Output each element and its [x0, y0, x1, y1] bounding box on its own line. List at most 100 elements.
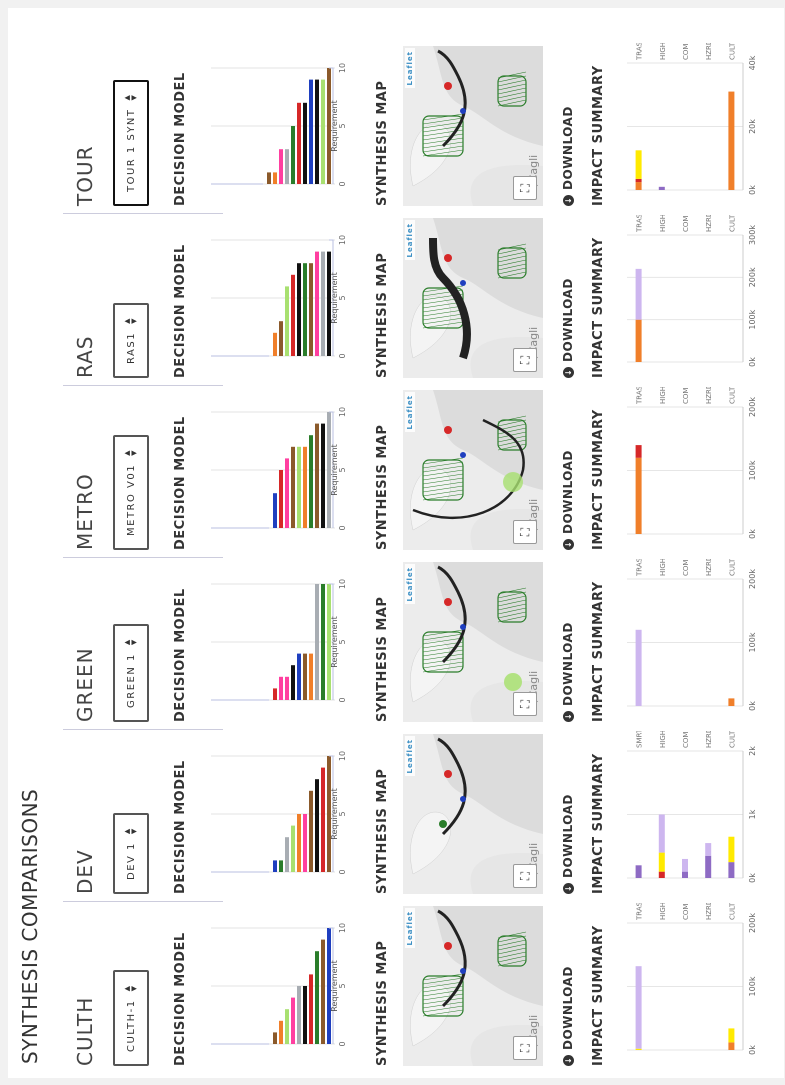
decision-bar [315, 779, 319, 872]
hatch-line [497, 427, 527, 435]
requirement-label: Requirement [330, 100, 339, 151]
green-zone [497, 931, 527, 967]
green-zone-outline [497, 935, 527, 967]
fullscreen-button[interactable]: ⛶ [513, 520, 537, 544]
hatch-line [497, 259, 527, 267]
synthesis-map-title: SYNTHESIS MAP [375, 940, 390, 1066]
scenario-selector[interactable]: CULTH-1 ▲ ▼ [113, 970, 149, 1066]
synthesis-map-title: SYNTHESIS MAP [375, 768, 390, 894]
category-label: COMI [682, 559, 690, 576]
column-separator [63, 901, 223, 902]
sort-arrows-icon: ▲ ▼ [123, 317, 138, 324]
sort-arrows-icon: ▲ ▼ [123, 638, 138, 646]
hatch-line [497, 83, 527, 91]
hatch-line [422, 473, 464, 481]
impact-summary-title: IMPACT SUMMARY [591, 753, 606, 894]
download-button[interactable]: ↓ DOWNLOAD [561, 450, 575, 550]
zone-marker [503, 472, 523, 492]
leaflet-attribution[interactable]: Leaflet [405, 908, 415, 949]
poi-marker [444, 254, 452, 262]
requirement-label: Requirement [330, 444, 339, 495]
synthesis-map[interactable]: du/CagliLeaflet⛶ [403, 562, 543, 722]
decision-bar [267, 172, 271, 184]
decision-bar [309, 79, 313, 184]
hatch-line [497, 603, 527, 611]
scenario-selector-value: METRO V01 [125, 463, 137, 536]
tick-label: 10 [338, 63, 347, 73]
download-button[interactable]: ↓ DOWNLOAD [561, 966, 575, 1066]
download-button[interactable]: ↓ DOWNLOAD [561, 794, 575, 894]
synthesis-map[interactable]: du/CagliLeaflet⛶ [403, 906, 543, 1066]
decision-bar [279, 676, 283, 700]
decision-bar [285, 149, 289, 184]
download-label: DOWNLOAD [561, 622, 575, 706]
category-label: COMI [682, 731, 690, 748]
impact-bar [635, 178, 642, 183]
leaflet-attribution[interactable]: Leaflet [405, 48, 415, 89]
hatch-line [422, 117, 464, 125]
poi-marker [460, 108, 466, 114]
hatch-line [422, 469, 464, 477]
leaflet-attribution[interactable]: Leaflet [405, 736, 415, 777]
fullscreen-button[interactable]: ⛶ [513, 1036, 537, 1060]
decision-bar [303, 446, 307, 528]
leaflet-attribution[interactable]: Leaflet [405, 220, 415, 261]
hatch-line [422, 1005, 464, 1013]
decision-bar [297, 814, 301, 872]
download-button[interactable]: ↓ DOWNLOAD [561, 278, 575, 378]
green-zone-outline [497, 247, 527, 279]
synthesis-map[interactable]: du/CagliLeaflet⛶ [403, 734, 543, 894]
decision-bar [279, 1020, 283, 1044]
requirement-bracket [211, 755, 334, 873]
hatch-line [497, 935, 527, 943]
scenario-selector-value: TOUR 1 SYNT [125, 108, 137, 192]
impact-summary-chart: 300k 200k 100k 0k CULT HZRD COMI HIGH TRAS [627, 215, 757, 367]
download-button[interactable]: ↓ DOWNLOAD [561, 106, 575, 206]
decision-bar [273, 493, 277, 528]
synthesis-map[interactable]: du/CagliLeaflet⛶ [403, 46, 543, 206]
fullscreen-button[interactable]: ⛶ [513, 864, 537, 888]
category-label: HZRD [705, 903, 713, 920]
synthesis-map[interactable]: du/CagliLeaflet⛶ [403, 390, 543, 550]
fullscreen-button[interactable]: ⛶ [513, 176, 537, 200]
decision-bar [315, 251, 319, 356]
route-line [437, 909, 467, 1008]
requirement-bracket [211, 67, 334, 185]
decision-bar [285, 676, 289, 700]
download-button[interactable]: ↓ DOWNLOAD [561, 622, 575, 722]
scenario-selector[interactable]: GREEN 1 ▲ ▼ [113, 624, 149, 722]
synthesis-map[interactable]: du/CagliLeaflet⛶ [403, 218, 543, 378]
leaflet-attribution[interactable]: Leaflet [405, 392, 415, 433]
hatch-line [497, 591, 527, 599]
column-name: CULTH [73, 996, 97, 1066]
decision-bar [315, 423, 319, 528]
scenario-selector[interactable]: DEV 1 ▲ ▼ [113, 813, 149, 894]
fullscreen-button[interactable]: ⛶ [513, 348, 537, 372]
tick-label: 0 [338, 697, 347, 702]
leaflet-attribution[interactable]: Leaflet [405, 564, 415, 605]
impact-summary-title: IMPACT SUMMARY [591, 409, 606, 550]
tick-label: 2k [748, 746, 757, 756]
page-title: SYNTHESIS COMPARISONS [18, 788, 42, 1064]
fullscreen-button[interactable]: ⛶ [513, 692, 537, 716]
tick-label: 0k [748, 1045, 757, 1055]
route-line [437, 737, 467, 836]
download-icon: ↓ [562, 195, 574, 206]
tick-label: 100k [748, 460, 757, 480]
hatch-line [497, 607, 527, 615]
decision-bar [285, 1009, 289, 1044]
hatch-line [497, 615, 527, 623]
hatch-line [422, 121, 464, 129]
impact-bar [728, 698, 735, 706]
hatch-line [422, 661, 464, 669]
scenario-selector[interactable]: RAS1 ▲ ▼ [113, 303, 149, 378]
category-label: TRAS [636, 559, 644, 577]
scenario-selector[interactable]: METRO V01 ▲ ▼ [113, 434, 149, 550]
category-label: COMI [682, 387, 690, 404]
hatch-line [422, 489, 464, 497]
scenario-selector[interactable]: TOUR 1 SYNT ▲ ▼ [113, 79, 149, 206]
tick-label: 200k [748, 397, 757, 417]
tick-label: 100k [748, 632, 757, 652]
comparison-column-metro: METRO METRO V01 ▲ ▼ DECISION MODEL 10 5 0 Requir… [63, 380, 783, 552]
tick-label: 100k [748, 309, 757, 329]
